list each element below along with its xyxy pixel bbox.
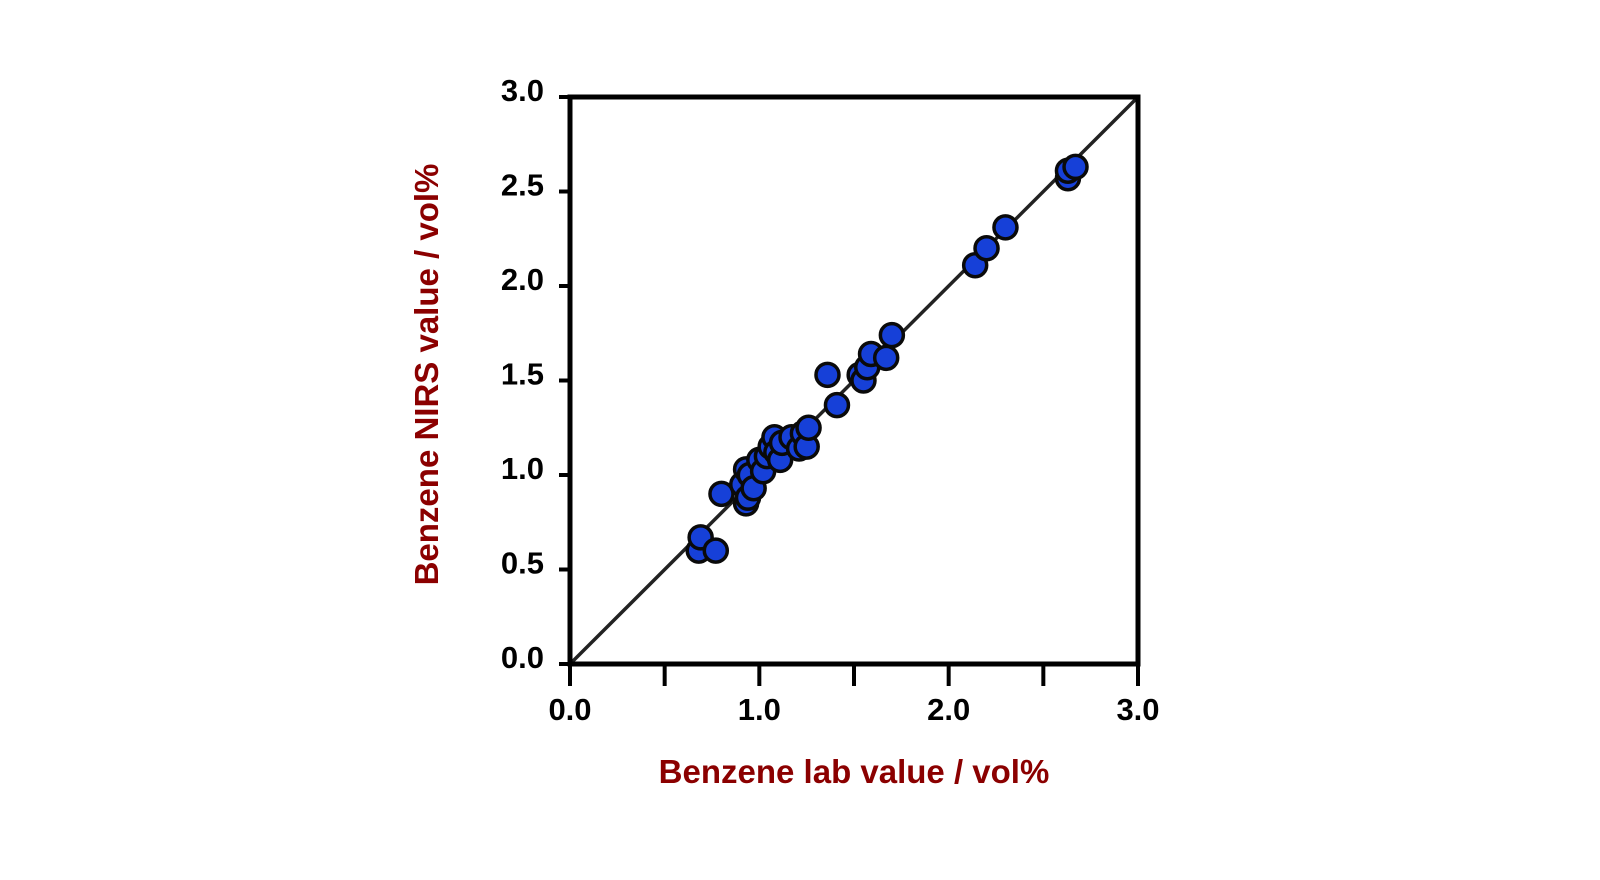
tick-marks [559,95,1140,686]
data-point [1062,153,1089,181]
x-tick-label: 1.0 [738,692,781,727]
y-tick-label: 3.0 [501,73,544,108]
tick-labels: 0.0 0.5 1.0 1.5 2.0 2.5 3.0 0.0 1.0 2.0 3.0 [501,73,1160,727]
y-tick-label: 1.5 [501,357,544,392]
data-point [702,537,730,564]
data-point [872,344,900,372]
y-tick-label: 0.0 [501,640,544,675]
y-axis-title: Benzene NIRS value / vol% [408,164,445,586]
data-point [823,391,851,419]
y-tick-label: 2.0 [501,262,544,297]
x-tick-label: 3.0 [1116,692,1159,727]
data-point [708,480,735,508]
y-tick-label: 0.5 [501,546,544,581]
x-tick-label: 0.0 [548,692,591,727]
data-point [992,214,1019,241]
data-point [878,321,906,349]
y-tick-label: 2.5 [501,168,544,203]
data-points [685,153,1089,564]
x-tick-label: 2.0 [927,692,970,727]
data-point [795,414,822,441]
data-point [973,234,1000,262]
x-axis-title: Benzene lab value / vol% [659,753,1050,790]
y-tick-label: 1.0 [501,451,544,486]
data-point [814,361,841,389]
